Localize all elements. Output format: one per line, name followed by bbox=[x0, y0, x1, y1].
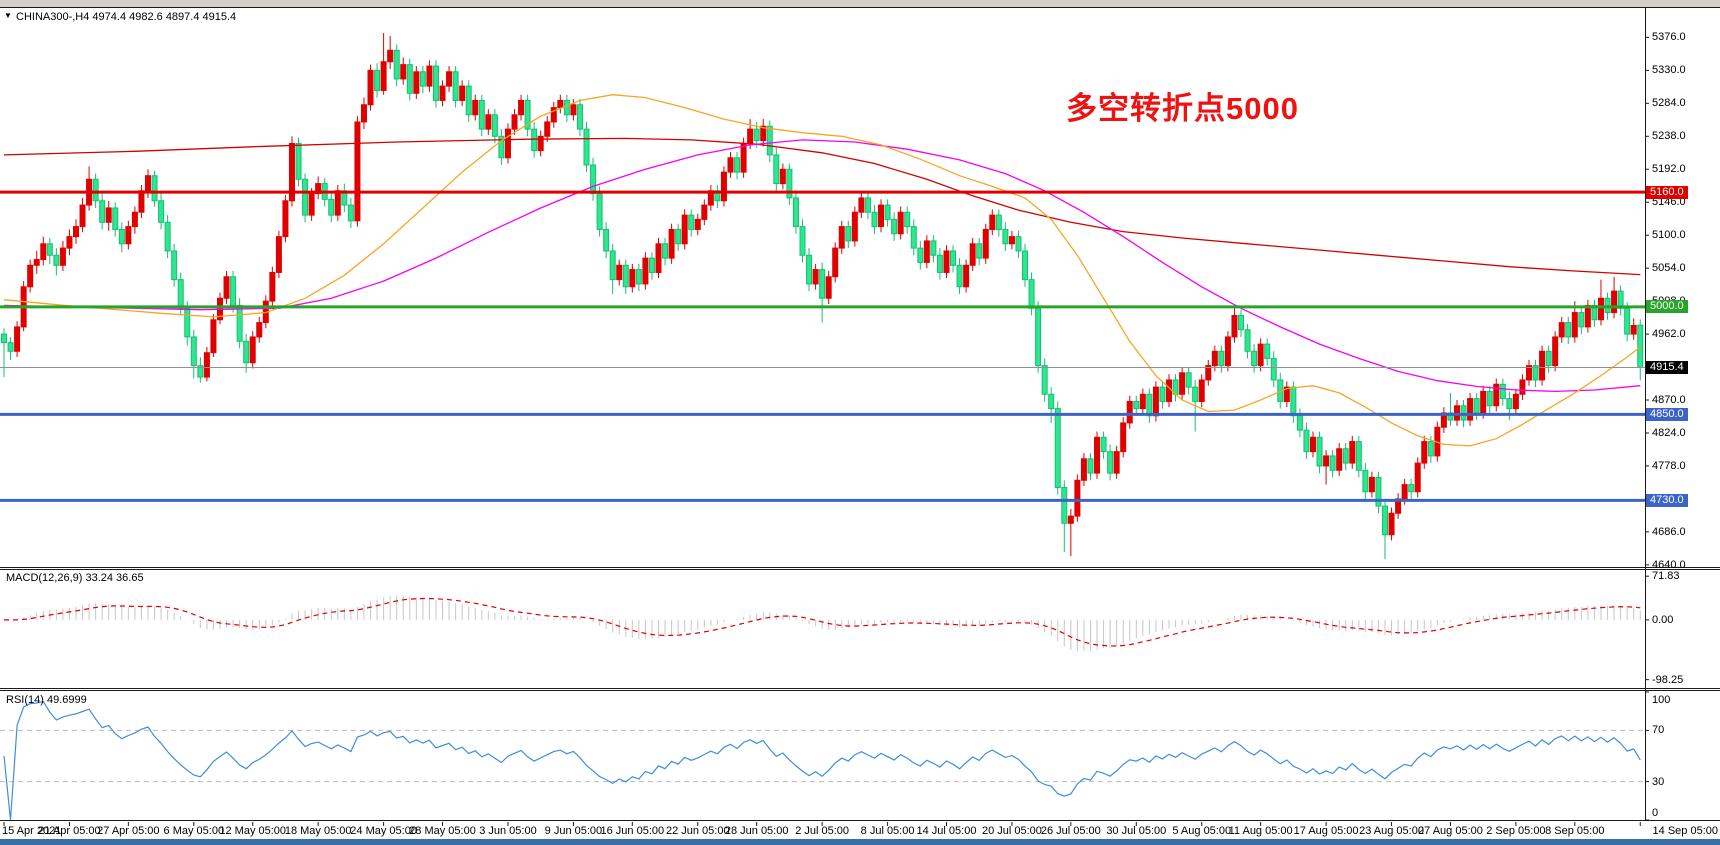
time-tick-label: 27 Aug 05:00 bbox=[1418, 825, 1483, 837]
time-tick-label: 18 May 05:00 bbox=[284, 825, 352, 837]
time-tick-label: 15 Apr 2021 bbox=[2, 825, 62, 837]
price-tick-label: 5192.0 bbox=[1652, 163, 1686, 176]
price-tick-label: 4870.0 bbox=[1652, 394, 1686, 407]
time-tick-label: 24 May 05:00 bbox=[350, 825, 417, 837]
price-badge-4730.0: 4730.0 bbox=[1646, 493, 1688, 507]
price-badge-4850.0: 4850.0 bbox=[1646, 407, 1688, 421]
time-tick-label: 28 May 05:00 bbox=[409, 825, 476, 837]
symbol-title: CHINA300-,H4 4974.4 4982.6 4897.4 4915.4 bbox=[16, 11, 237, 23]
price-tick-label: 5100.0 bbox=[1652, 229, 1686, 242]
time-tick-label: 5 Aug 05:00 bbox=[1172, 825, 1232, 837]
symbol-dropdown-icon[interactable]: ▼ bbox=[4, 11, 12, 20]
chart-annotation-text: 多空转折点5000 bbox=[1066, 91, 1299, 126]
rsi-axis-label: 70 bbox=[1652, 724, 1665, 737]
rsi-axis-label: 30 bbox=[1652, 775, 1665, 788]
price-tick-label: 4640.0 bbox=[1652, 558, 1686, 571]
time-tick-label: 22 Jun 05:00 bbox=[665, 825, 730, 837]
ma-medium-line bbox=[3, 139, 1641, 393]
time-tick-label: 26 Jul 05:00 bbox=[1040, 825, 1101, 837]
time-tick-label: 11 Aug 05:00 bbox=[1228, 825, 1293, 837]
panel-borders bbox=[0, 7, 1720, 826]
time-tick-label: 16 Jun 05:00 bbox=[600, 825, 665, 837]
time-tick-label: 21 Apr 05:00 bbox=[38, 825, 101, 837]
price-badge-4915.4: 4915.4 bbox=[1646, 360, 1688, 374]
time-tick-label: 14 Sep 05:00 bbox=[1652, 825, 1718, 837]
price-tick-label: 4778.0 bbox=[1652, 459, 1686, 472]
price-tick-label: 4824.0 bbox=[1652, 426, 1686, 439]
price-tick-label: 5330.0 bbox=[1652, 64, 1686, 77]
time-tick-label: 17 Aug 05:00 bbox=[1293, 825, 1359, 837]
price-tick-label: 4686.0 bbox=[1652, 525, 1686, 538]
time-tick-label: 27 Apr 05:00 bbox=[97, 825, 160, 837]
rsi-indicator-label: RSI(14) 49.6999 bbox=[6, 694, 87, 706]
rsi-axis-label: 100 bbox=[1652, 694, 1671, 706]
macd-histogram bbox=[10, 595, 1641, 652]
macd-indicator-label: MACD(12,26,9) 33.24 36.65 bbox=[6, 572, 144, 584]
macd-axis-label: 71.83 bbox=[1652, 570, 1680, 583]
macd-axis-label: -98.25 bbox=[1652, 673, 1684, 686]
time-tick-label: 2 Jul 05:00 bbox=[795, 825, 850, 837]
price-tick-label: 5284.0 bbox=[1652, 97, 1686, 110]
price-tick-label: 5238.0 bbox=[1652, 130, 1686, 143]
time-tick-label: 14 Jul 05:00 bbox=[916, 825, 977, 837]
time-tick-label: 9 Jun 05:00 bbox=[544, 825, 603, 837]
time-tick-label: 12 May 05:00 bbox=[219, 825, 287, 837]
price-tick-label: 5146.0 bbox=[1652, 196, 1686, 209]
time-tick-label: 6 May 05:00 bbox=[163, 825, 225, 837]
macd-axis-label: 0.00 bbox=[1652, 613, 1674, 626]
candles-layer bbox=[1, 33, 1644, 560]
time-tick-label: 20 Jul 05:00 bbox=[981, 825, 1042, 837]
price-tick-label: 5376.0 bbox=[1652, 31, 1686, 44]
price-badge-5000.0: 5000.0 bbox=[1646, 300, 1688, 314]
macd-signal-line bbox=[4, 597, 1641, 647]
ma-slow-line bbox=[3, 137, 1641, 276]
price-tick-label: 5054.0 bbox=[1652, 262, 1686, 275]
time-tick-label: 28 Jun 05:00 bbox=[724, 825, 789, 837]
time-tick-label: 8 Sep 05:00 bbox=[1545, 825, 1605, 837]
time-tick-label: 23 Aug 05:00 bbox=[1359, 825, 1424, 837]
time-tick-label: 30 Jul 05:00 bbox=[1106, 825, 1167, 837]
rsi-line bbox=[3, 700, 1641, 821]
rsi-axis-label: 0 bbox=[1652, 807, 1659, 819]
price-badge-5160.0: 5160.0 bbox=[1646, 185, 1688, 199]
window-bottom-strip bbox=[0, 839, 1720, 845]
price-tick-label: 4962.0 bbox=[1652, 328, 1686, 341]
time-tick-label: 2 Sep 05:00 bbox=[1486, 825, 1546, 837]
time-tick-label: 3 Jun 05:00 bbox=[479, 825, 537, 837]
time-tick-label: 8 Jul 05:00 bbox=[860, 825, 915, 837]
